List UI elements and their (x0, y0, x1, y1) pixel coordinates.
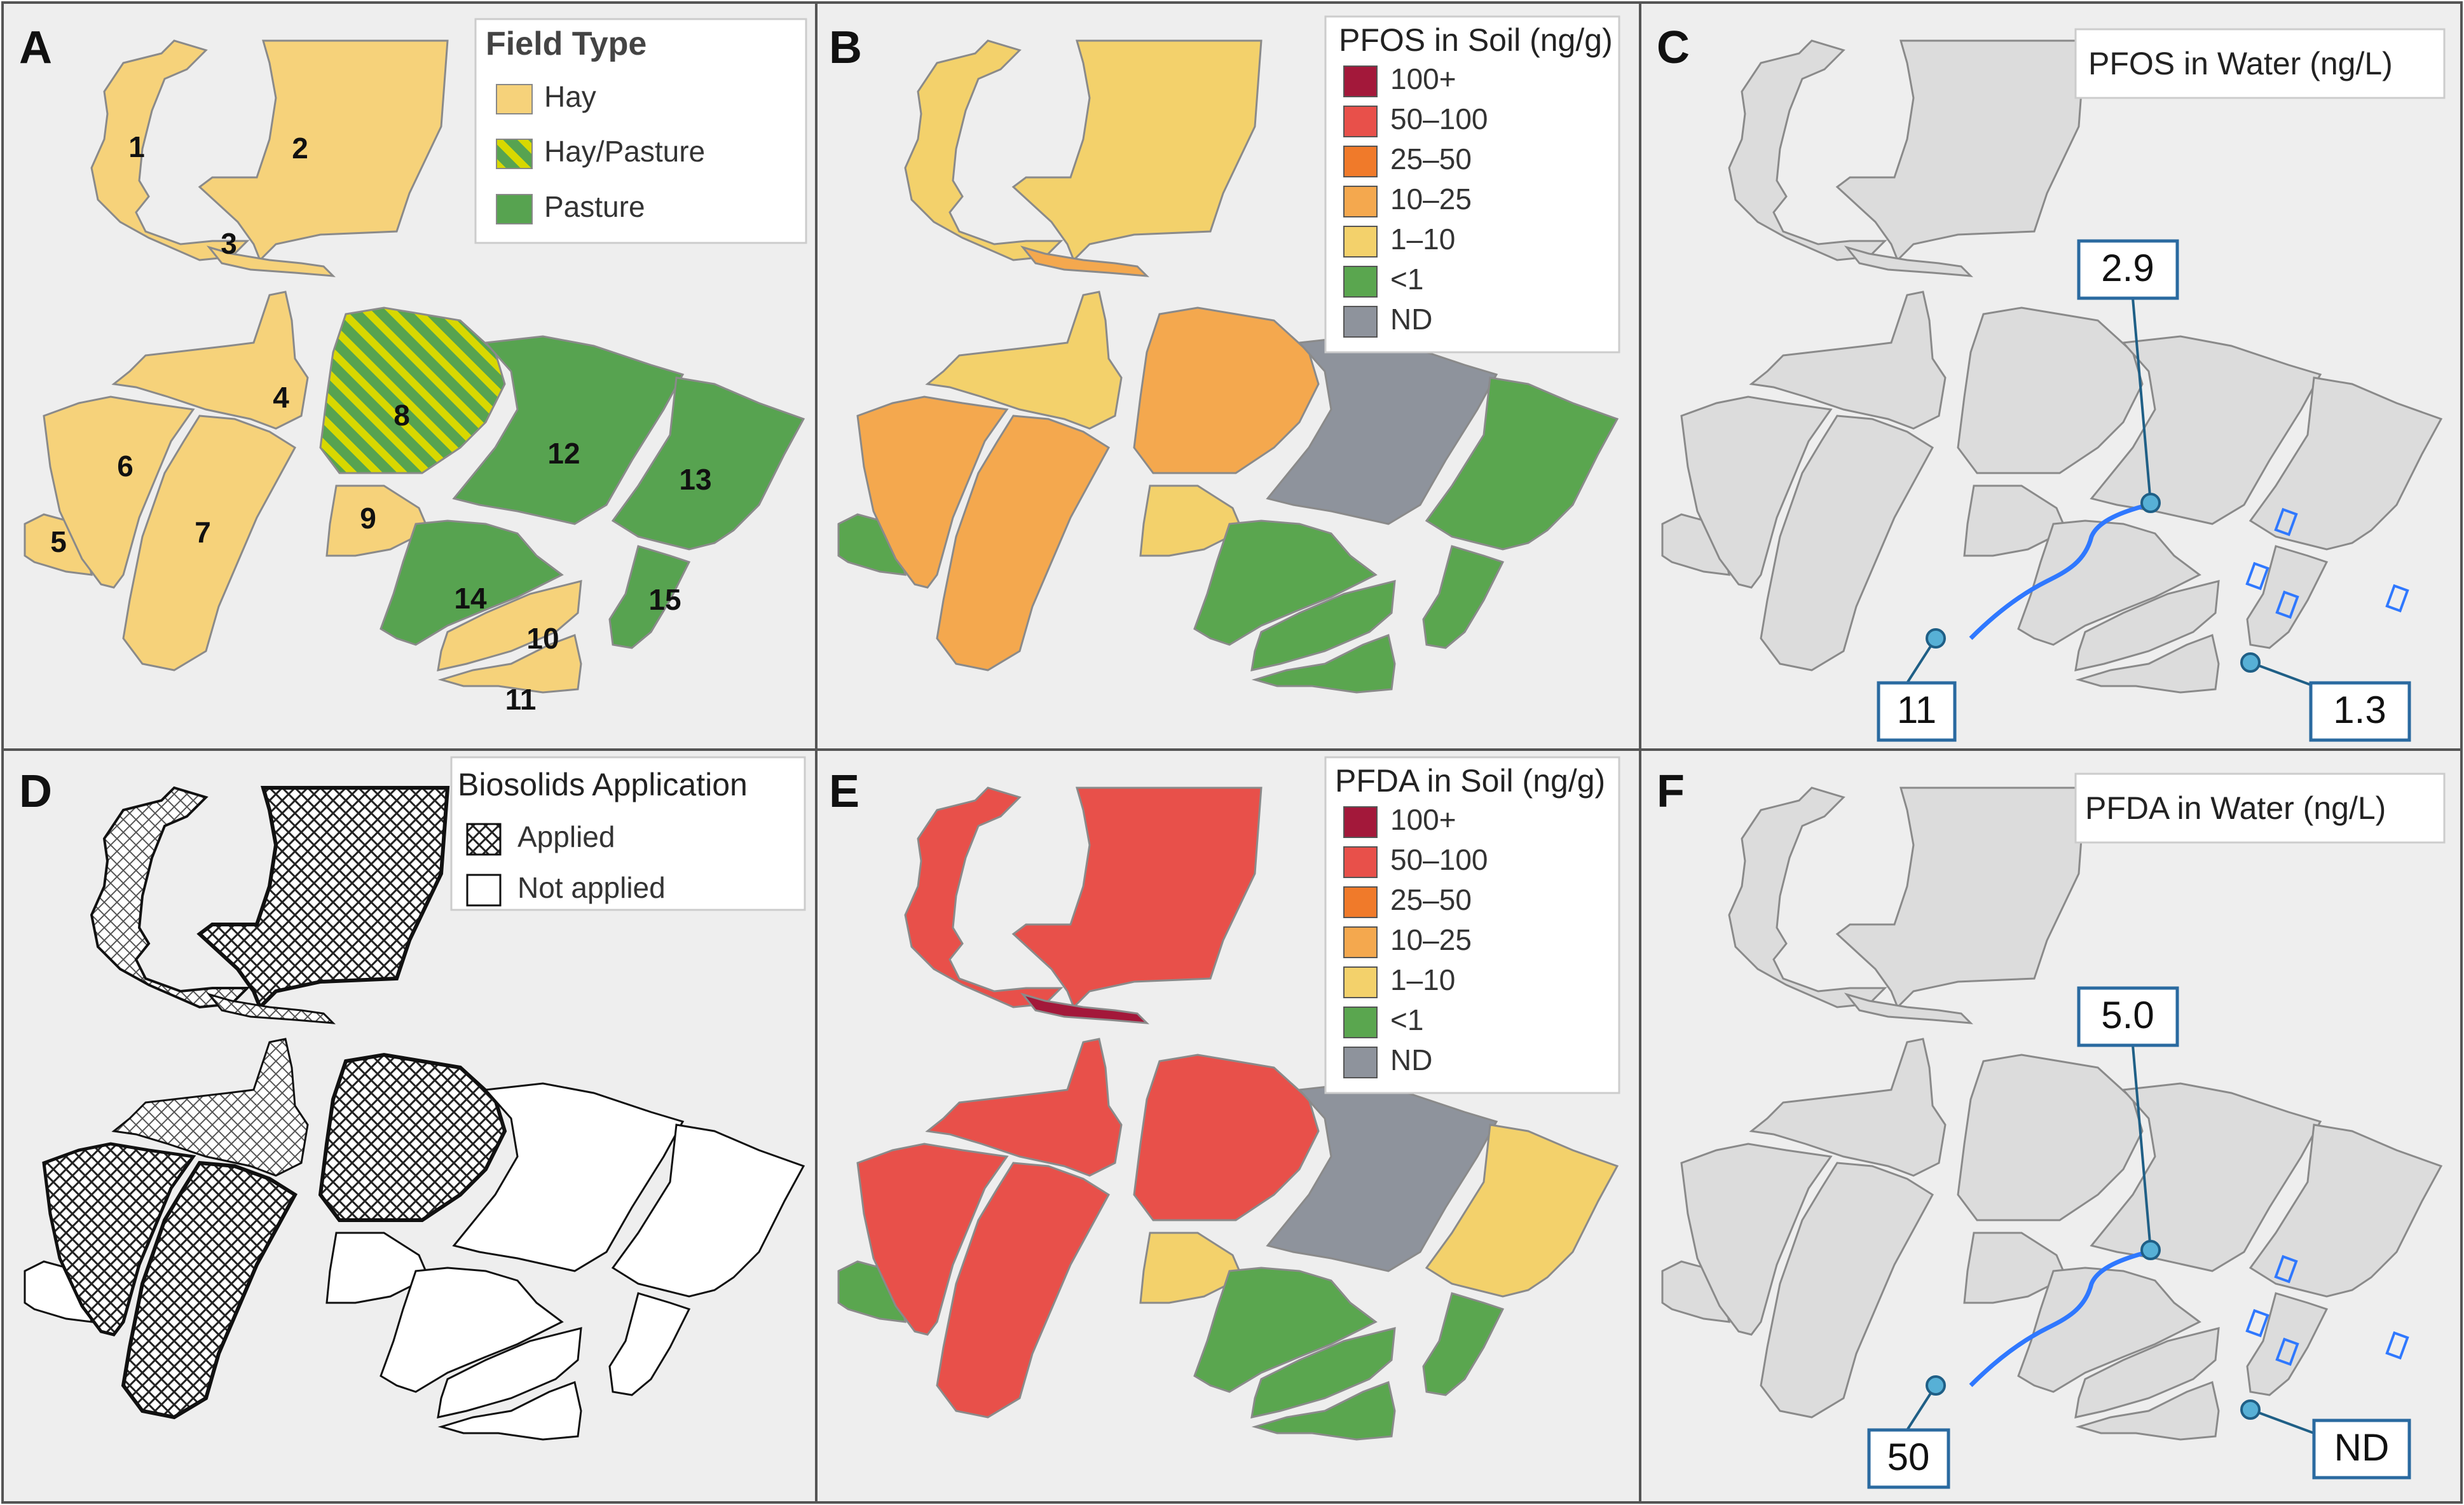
sample-points (1906, 1045, 2315, 1434)
panel-d: D Biosolids Application Applied Not appl… (19, 756, 806, 1441)
panel-e: E PFDA in Soil (ng/g) 100+ 50–100 (829, 756, 1620, 1441)
panel-letter: B (829, 22, 862, 73)
panel-letter: F (1657, 766, 1685, 817)
panel-f: F 5.0 50 ND (1657, 766, 2446, 1489)
field-number-4: 4 (273, 381, 289, 414)
legend-title: PFOS in Soil (ng/g) (1339, 22, 1613, 58)
legend-field-type: Field Type Hay Hay/Pasture Pasture (474, 18, 807, 244)
field-number-15: 15 (648, 583, 681, 616)
panel-letter: E (829, 766, 859, 817)
sample-points (1906, 298, 2315, 687)
svg-text:Not applied: Not applied (517, 871, 666, 904)
legend-item: Pasture (544, 190, 645, 223)
field-number-14: 14 (454, 582, 487, 615)
panel-c: C 2.9 11 1.3 (1657, 22, 2446, 742)
legend-pfda-soil: PFDA in Soil (ng/g) 100+ 50–100 25–50 10… (1324, 756, 1620, 1094)
stream-and-ponds (1969, 1249, 2409, 1387)
legend-title: PFOS in Water (ng/L) (2088, 46, 2393, 81)
svg-text:1–10: 1–10 (1390, 223, 1455, 256)
legend-swatch-hay-pasture (496, 139, 533, 169)
svg-text:50–100: 50–100 (1390, 843, 1488, 876)
svg-text:100+: 100+ (1390, 62, 1456, 95)
legend-title: Field Type (486, 25, 647, 62)
field-number-8: 8 (394, 399, 410, 432)
sample-point-icon (2140, 493, 2161, 513)
svg-text:ND: ND (1390, 303, 1432, 336)
water-callouts: 2.9 11 1.3 (1877, 239, 2411, 742)
svg-text:10–25: 10–25 (1390, 182, 1472, 216)
sample-point-icon (1926, 1375, 1946, 1396)
legend-pfos-water: PFOS in Water (ng/L) (2074, 28, 2446, 99)
callout-value: 11 (1897, 689, 1936, 731)
water-callouts: 5.0 50 ND (1867, 986, 2411, 1489)
panel-letter: C (1657, 22, 1690, 73)
callout-value: 50 (1887, 1436, 1930, 1478)
legend-title: PFDA in Water (ng/L) (2085, 790, 2386, 826)
svg-text:1–10: 1–10 (1390, 963, 1455, 996)
callout-value: 1.3 (2333, 689, 2386, 731)
callout-value: ND (2334, 1426, 2390, 1469)
field-number-9: 9 (360, 502, 376, 535)
field-numbers: 1 2 3 4 5 6 7 8 9 10 11 12 13 14 15 (50, 130, 711, 716)
field-number-6: 6 (117, 450, 133, 483)
field-number-1: 1 (128, 130, 145, 163)
sample-point-icon (2240, 652, 2261, 673)
callout-value: 5.0 (2101, 994, 2154, 1036)
field-number-3: 3 (221, 227, 237, 260)
svg-text:25–50: 25–50 (1390, 142, 1472, 175)
panel-letter: A (19, 22, 52, 73)
legend-title: Biosolids Application (458, 767, 748, 802)
svg-text:25–50: 25–50 (1390, 883, 1472, 916)
legend-swatch-hay (496, 84, 533, 114)
legend-swatch-pasture (496, 194, 533, 224)
legend-title: PFDA in Soil (ng/g) (1335, 763, 1605, 799)
field-number-2: 2 (292, 132, 308, 165)
legend-item: Hay/Pasture (544, 135, 705, 168)
svg-text:10–25: 10–25 (1390, 923, 1472, 956)
svg-text:50–100: 50–100 (1390, 102, 1488, 135)
panel-a: A 1 2 3 4 5 6 7 8 9 (19, 18, 807, 716)
svg-text:100+: 100+ (1390, 803, 1456, 836)
legend-biosolids: Biosolids Application Applied Not applie… (450, 756, 806, 911)
legend-pfda-water: PFDA in Water (ng/L) (2074, 773, 2446, 844)
stream-and-ponds (1969, 502, 2409, 640)
field-number-7: 7 (195, 516, 211, 549)
legend-item: Hay (544, 80, 596, 113)
svg-text:Applied: Applied (517, 820, 615, 853)
field-number-10: 10 (526, 622, 559, 655)
panel-letter: D (19, 766, 52, 817)
field-number-11: 11 (505, 683, 537, 716)
field-number-13: 13 (679, 463, 711, 496)
svg-text:<1: <1 (1390, 263, 1423, 296)
sample-point-icon (1926, 628, 1946, 649)
panel-b: B PFOS in Soil (ng/g) 100+ 50–100 (829, 15, 1620, 694)
svg-text:<1: <1 (1390, 1003, 1423, 1036)
legend-pfos-soil: PFOS in Soil (ng/g) 100+ 50–100 25–50 10… (1324, 15, 1620, 354)
field-number-12: 12 (547, 437, 580, 470)
field-number-5: 5 (50, 525, 67, 558)
sample-point-icon (2240, 1399, 2261, 1420)
callout-value: 2.9 (2101, 247, 2154, 289)
sample-point-icon (2140, 1240, 2161, 1260)
svg-text:ND: ND (1390, 1043, 1432, 1076)
